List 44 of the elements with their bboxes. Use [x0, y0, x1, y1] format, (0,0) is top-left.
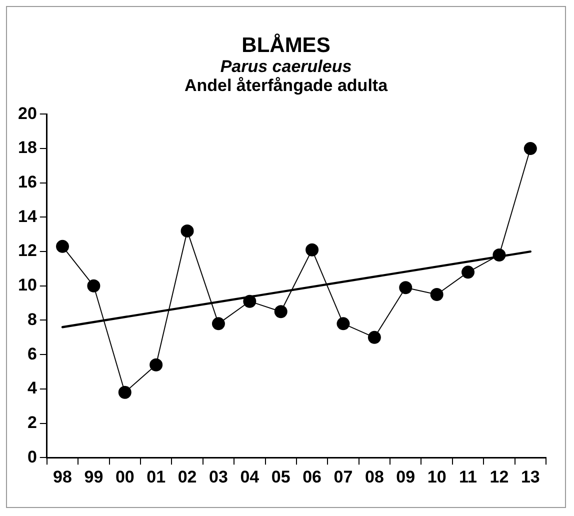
- y-tick-label: 6: [27, 344, 37, 364]
- y-tick-label: 14: [18, 206, 38, 226]
- point: [462, 266, 475, 279]
- point: [368, 330, 381, 344]
- point: [430, 288, 444, 301]
- x-tick-label: 00: [115, 467, 134, 486]
- point: [524, 142, 537, 156]
- y-tick-label: 2: [27, 412, 37, 432]
- x-tick-label: 07: [334, 467, 353, 486]
- y-tick-label: 4: [27, 378, 38, 398]
- point: [180, 224, 194, 238]
- y-tick-label: 10: [18, 276, 37, 295]
- point: [212, 317, 225, 330]
- x-tick-label: 01: [146, 467, 166, 486]
- y-tick-label: 18: [18, 138, 37, 158]
- x-tick-label: 04: [240, 467, 260, 486]
- chart-subtitle: Parus caeruleus: [219, 57, 353, 76]
- x-tick-label: 09: [396, 467, 416, 486]
- x-tick-label: 08: [364, 467, 384, 486]
- text: Andel återfångade adulta: [183, 76, 389, 95]
- x-tick-label: 06: [302, 467, 322, 486]
- point: [56, 240, 70, 253]
- y-tick-label: 16: [18, 172, 37, 192]
- x-tick-label: 11: [459, 467, 478, 486]
- point: [306, 243, 319, 256]
- point: [274, 305, 288, 318]
- point: [87, 279, 100, 292]
- point: [336, 317, 350, 330]
- x-tick-label: 03: [209, 467, 228, 486]
- y-tick-label: 0: [27, 447, 37, 466]
- y-tick-label: 8: [27, 310, 37, 329]
- x-tick-label: 02: [178, 467, 197, 486]
- x-tick-label: 05: [271, 467, 290, 486]
- point: [399, 281, 412, 294]
- x-tick-label: 99: [84, 467, 104, 486]
- x-tick-label: 98: [53, 467, 72, 486]
- x-tick-label: 13: [520, 467, 540, 486]
- y-tick-label: 12: [18, 241, 37, 260]
- point: [118, 386, 132, 399]
- x-tick-label: 12: [490, 467, 509, 486]
- point: [150, 358, 163, 372]
- x-tick-label: 10: [427, 467, 446, 486]
- chart-title: BLÅMES: [240, 34, 332, 57]
- y-tick-label: 20: [18, 104, 37, 123]
